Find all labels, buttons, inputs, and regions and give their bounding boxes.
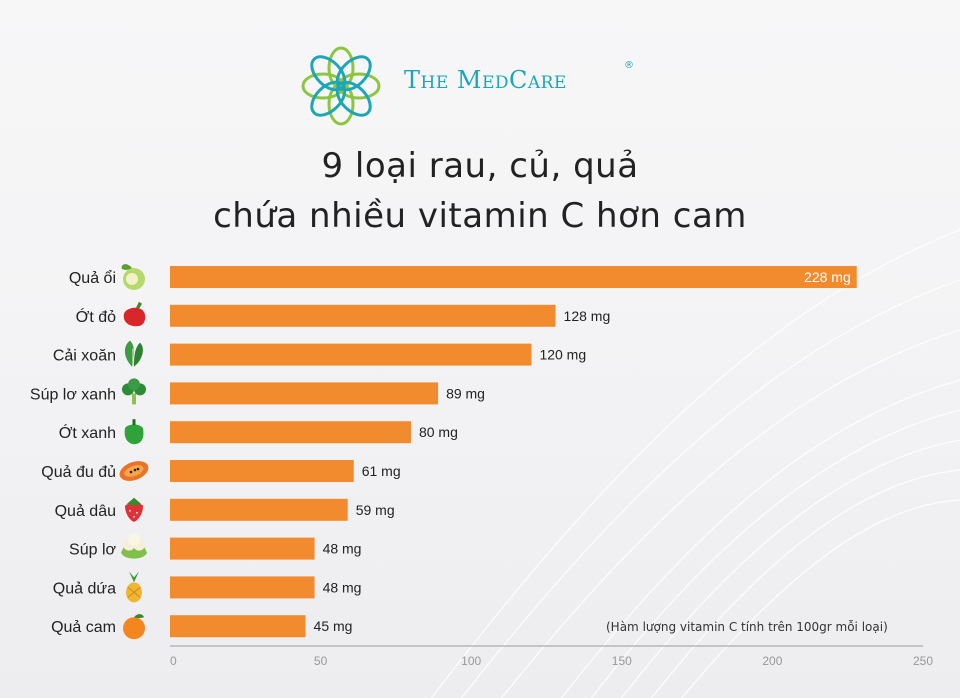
value-label: 128 mg (564, 308, 611, 324)
x-tick-label: 150 (612, 654, 632, 668)
category-label: Quả cam (51, 619, 116, 636)
x-tick-label: 200 (762, 654, 782, 668)
bar (170, 421, 411, 444)
green-pepper-icon (124, 419, 144, 445)
bar (170, 460, 354, 482)
category-label: Ớt đỏ (76, 307, 117, 326)
category-label: Quả đu đủ (41, 464, 116, 481)
value-label: 80 mg (419, 424, 458, 440)
category-label: Súp lơ (69, 542, 116, 559)
guava-icon (121, 264, 145, 290)
medcare-logo (301, 46, 381, 126)
bar (170, 304, 556, 327)
registered-mark: ® (624, 60, 634, 71)
value-label: 48 mg (323, 541, 362, 557)
category-label: Súp lơ xanh (30, 386, 116, 403)
strawberry-icon (125, 497, 143, 522)
value-label: 61 mg (362, 463, 401, 479)
x-tick-label: 0 (170, 654, 177, 668)
value-label: 89 mg (446, 385, 485, 401)
bar (170, 266, 857, 288)
pineapple-icon (126, 571, 142, 603)
red-pepper-icon (123, 301, 146, 327)
brand-name: The MedCare (404, 66, 567, 94)
chart-title-line-1: 9 loại rau, củ, quả (321, 146, 639, 186)
category-label: Cải xoăn (53, 348, 116, 365)
papaya-icon (119, 461, 149, 481)
bar (170, 498, 348, 521)
bar (170, 576, 315, 599)
value-label: 59 mg (356, 502, 395, 518)
x-tick-label: 50 (314, 654, 328, 668)
category-label: Quả ổi (69, 269, 116, 287)
value-label: 48 mg (323, 579, 362, 595)
orange-icon (123, 614, 145, 640)
x-tick-label: 100 (461, 654, 481, 668)
chart-title-line-2: chứa nhiều vitamin C hơn cam (213, 196, 747, 236)
category-label: Ớt xanh (59, 423, 116, 442)
value-label: 45 mg (314, 618, 353, 634)
cauliflower-icon (121, 533, 147, 559)
category-label: Quả dứa (53, 580, 116, 597)
x-tick-label: 250 (913, 654, 933, 668)
category-label: Quả dâu (55, 503, 116, 520)
kale-icon (124, 340, 143, 367)
bar (170, 343, 532, 366)
chart-footnote: (Hàm lượng vitamin C tính trên 100gr mỗi… (606, 620, 888, 634)
value-label: 120 mg (539, 347, 586, 363)
bar (170, 382, 439, 405)
bar (170, 537, 315, 560)
broccoli-icon (122, 378, 146, 405)
bar (170, 615, 306, 638)
value-label: 228 mg (804, 269, 851, 285)
